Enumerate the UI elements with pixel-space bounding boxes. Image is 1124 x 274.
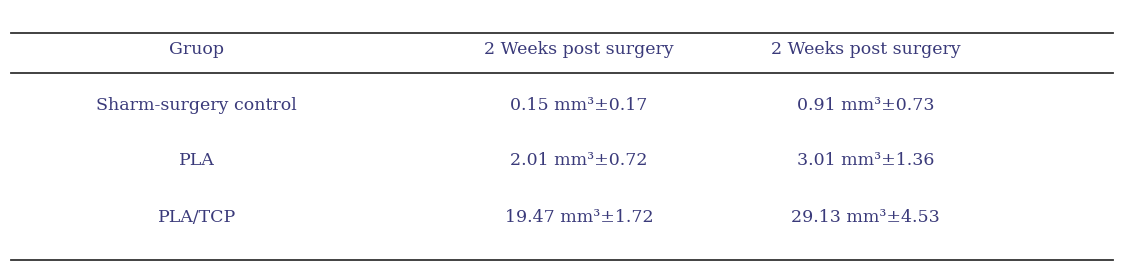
Text: PLA/TCP: PLA/TCP xyxy=(157,209,236,226)
Text: 2.01 mm³±0.72: 2.01 mm³±0.72 xyxy=(510,152,647,169)
Text: 0.15 mm³±0.17: 0.15 mm³±0.17 xyxy=(510,97,647,114)
Text: 3.01 mm³±1.36: 3.01 mm³±1.36 xyxy=(797,152,934,169)
Text: 2 Weeks post surgery: 2 Weeks post surgery xyxy=(484,41,673,58)
Text: Gruop: Gruop xyxy=(170,41,224,58)
Text: PLA: PLA xyxy=(179,152,215,169)
Text: 0.91 mm³±0.73: 0.91 mm³±0.73 xyxy=(797,97,934,114)
Text: 19.47 mm³±1.72: 19.47 mm³±1.72 xyxy=(505,209,653,226)
Text: 2 Weeks post surgery: 2 Weeks post surgery xyxy=(771,41,960,58)
Text: Sharm-surgery control: Sharm-surgery control xyxy=(97,97,297,114)
Text: 29.13 mm³±4.53: 29.13 mm³±4.53 xyxy=(791,209,940,226)
